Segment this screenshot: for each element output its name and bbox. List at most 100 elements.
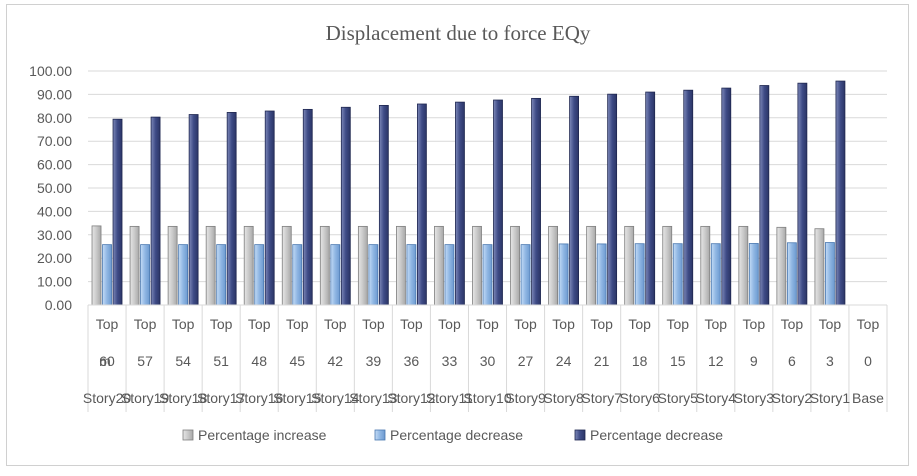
category-elevation-label: 21	[594, 353, 610, 369]
category-story-label: Story13	[349, 390, 397, 406]
bar	[292, 244, 303, 306]
bar	[319, 225, 330, 306]
category-level-label: Top	[248, 316, 271, 332]
category-level-label: Top	[400, 316, 423, 332]
bar	[586, 225, 597, 306]
legend-label: Percentage increase	[198, 427, 327, 443]
category-level-label: Top	[514, 316, 537, 332]
bar	[596, 243, 607, 306]
category-elevation-label: 3	[826, 353, 834, 369]
bar	[102, 244, 112, 306]
bar	[378, 104, 389, 306]
bar	[264, 110, 275, 306]
legend-swatch	[374, 429, 386, 441]
bar	[710, 243, 721, 306]
category-level-label: Top	[210, 316, 233, 332]
bar	[835, 80, 846, 306]
bar	[493, 99, 503, 306]
category-elevation-label: 30	[480, 353, 496, 369]
bar	[700, 225, 711, 306]
bar	[129, 225, 140, 306]
category-story-label: Story4	[696, 390, 737, 406]
bar	[569, 95, 579, 306]
category-story-label: Story3	[734, 390, 775, 406]
bar	[472, 225, 482, 306]
bar	[91, 225, 102, 306]
bar	[624, 225, 635, 306]
category-level-label: Top	[743, 316, 766, 332]
bar	[167, 225, 178, 306]
category-story-label: Base	[852, 390, 884, 406]
bar	[797, 82, 808, 306]
bar	[417, 103, 427, 306]
category-level-label: Top	[628, 316, 651, 332]
bar	[645, 91, 656, 306]
bar	[721, 87, 732, 306]
bar	[216, 244, 227, 306]
bar	[825, 242, 835, 306]
category-elevation-label: 60	[99, 353, 115, 369]
category-elevation-label: 6	[788, 353, 796, 369]
category-story-label: Story9	[505, 390, 546, 406]
category-level-label: Top	[96, 316, 119, 332]
category-level-label: Top	[134, 316, 157, 332]
bar	[140, 244, 150, 306]
category-story-label: Story18	[159, 390, 207, 406]
category-level-label: Top	[857, 316, 880, 332]
legend-label: Percentage decrease	[390, 427, 523, 443]
bar	[814, 228, 825, 306]
category-elevation-label: 0	[864, 353, 872, 369]
y-tick-label: 60.00	[37, 157, 72, 173]
bar	[531, 97, 541, 306]
category-level-label: Top	[476, 316, 499, 332]
y-tick-label: 70.00	[37, 133, 72, 149]
y-tick-label: 20.00	[37, 250, 72, 266]
category-story-label: Story10	[463, 390, 511, 406]
category-level-label: Top	[286, 316, 309, 332]
y-tick-label: 30.00	[37, 227, 72, 243]
bar	[482, 244, 493, 306]
bar	[243, 225, 254, 306]
category-story-label: Story14	[311, 390, 359, 406]
bar	[455, 101, 465, 306]
category-level-label: Top	[819, 316, 842, 332]
bar	[178, 244, 189, 306]
bar	[340, 106, 351, 306]
bar	[786, 242, 797, 306]
bar	[510, 225, 520, 306]
category-elevation-label: 27	[518, 353, 534, 369]
category-elevation-label: 57	[137, 353, 153, 369]
category-elevation-label: 24	[556, 353, 572, 369]
bar	[634, 243, 645, 306]
bar	[188, 114, 199, 306]
bar	[396, 225, 406, 306]
bar	[444, 244, 455, 306]
chart-title: Displacement due to force EQy	[326, 21, 591, 45]
bar	[683, 89, 694, 306]
y-tick-label: 40.00	[37, 203, 72, 219]
y-tick-label: 50.00	[37, 180, 72, 196]
bar	[672, 243, 683, 306]
bar	[150, 116, 161, 306]
category-story-label: Story8	[543, 390, 584, 406]
category-story-label: Story20	[83, 390, 131, 406]
category-level-label: Top	[362, 316, 385, 332]
category-level-label: Top	[704, 316, 727, 332]
category-level-label: Top	[438, 316, 461, 332]
bar	[738, 225, 749, 306]
category-elevation-label: 33	[442, 353, 458, 369]
category-elevation-label: 15	[670, 353, 686, 369]
y-tick-label: 80.00	[37, 110, 72, 126]
category-elevation-label: 18	[632, 353, 648, 369]
category-level-label: Top	[172, 316, 195, 332]
bar	[520, 244, 531, 306]
category-story-label: Story6	[619, 390, 660, 406]
bar	[548, 225, 558, 306]
y-tick-label: 90.00	[37, 86, 72, 102]
category-elevation-label: 42	[328, 353, 344, 369]
category-story-label: Story19	[121, 390, 169, 406]
bar	[662, 225, 673, 306]
bar	[281, 225, 292, 306]
bar	[776, 226, 787, 306]
